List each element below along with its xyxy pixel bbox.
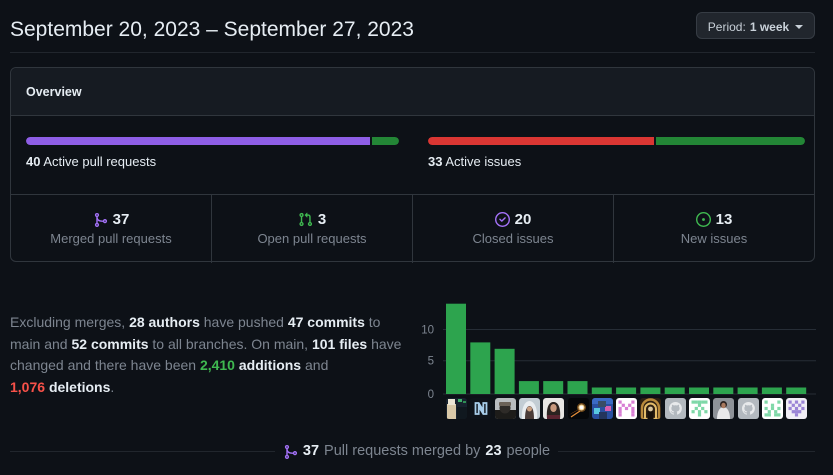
svg-text:0: 0 — [428, 389, 434, 401]
svg-text:5: 5 — [428, 356, 434, 368]
svg-text:10: 10 — [421, 325, 434, 337]
